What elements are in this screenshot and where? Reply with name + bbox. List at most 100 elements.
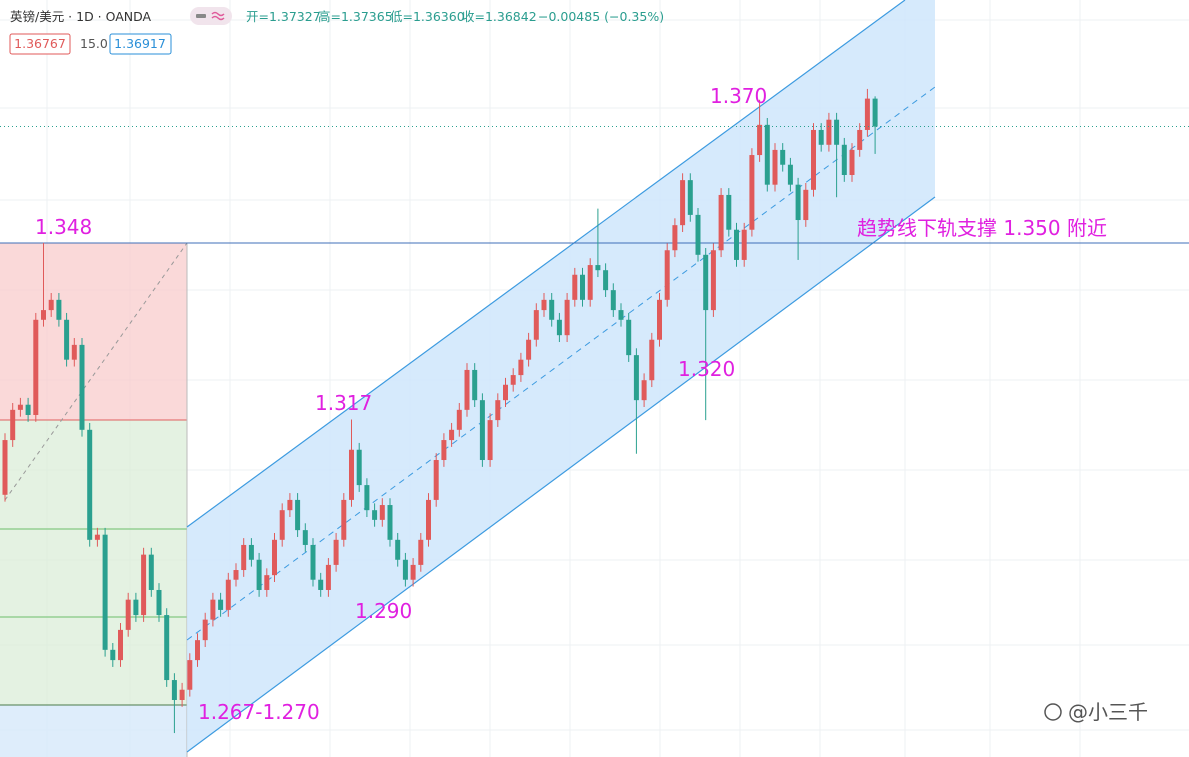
candle-body (595, 265, 601, 271)
candle-body (341, 499, 347, 540)
candle-body (2, 440, 8, 495)
candle-body (387, 505, 393, 540)
ohlc-high: 高=1.37365 (318, 9, 393, 24)
candle-body (110, 649, 116, 661)
candle-body (849, 149, 855, 175)
candle-body (495, 400, 501, 421)
candle-body (202, 619, 208, 641)
candle-body (218, 599, 224, 610)
candle-body (248, 544, 254, 560)
channel-fill (187, 0, 935, 752)
candle-body (487, 420, 493, 461)
candle-body (125, 599, 131, 630)
candle-body (148, 554, 154, 590)
candle-body (41, 310, 46, 320)
icon (211, 11, 225, 21)
ohlc-close: 收=1.36842 (462, 9, 537, 24)
candle-body (587, 265, 593, 300)
candle-body (479, 400, 485, 461)
candle-body (741, 229, 747, 260)
candle-body (672, 225, 678, 251)
candle-body (64, 319, 70, 360)
candle-body (610, 290, 616, 311)
candle-body (264, 575, 270, 590)
annotation: 1.290 (355, 599, 412, 623)
candle-body (795, 184, 801, 221)
candle-body (564, 299, 570, 336)
candle-body (580, 274, 585, 300)
candle-body (834, 119, 840, 145)
candle-body (210, 599, 216, 620)
candle-body (372, 510, 378, 520)
candle-body (764, 124, 770, 185)
candle-body (811, 129, 816, 190)
candle-body (857, 129, 863, 150)
candle-body (17, 404, 23, 410)
toggle-button[interactable] (190, 7, 232, 25)
watermark-icon (1044, 703, 1062, 721)
candle-body (780, 149, 786, 165)
candle-body (826, 119, 832, 145)
candle-body (749, 155, 755, 230)
symbol-title: 英镑/美元 · 1D · OANDA (10, 9, 152, 24)
candle-body (657, 299, 662, 340)
annotation: 1.348 (35, 215, 92, 239)
channel-upper (186, 0, 906, 528)
candle-body (256, 559, 262, 590)
candle-body (772, 149, 778, 185)
ohlc-change: −0.00485 (−0.35%) (538, 9, 664, 24)
candle-body (33, 319, 39, 415)
price-box-label: 1.36767 (14, 36, 66, 51)
annotation: 趋势线下轨支撑 1.350 附近 (857, 216, 1107, 240)
annotations: 1.348 1.317 1.290 1.320 1.370 1.267-1.27… (35, 84, 1107, 724)
annotation: 1.370 (710, 84, 767, 108)
candle-body (25, 404, 31, 415)
candle-body (441, 440, 447, 461)
zone-green (0, 420, 187, 705)
candle-body (710, 250, 716, 311)
candle-body (726, 194, 732, 230)
candle-body (141, 554, 147, 616)
candle-body (179, 689, 185, 700)
zone-blue (0, 705, 187, 757)
candle-body (71, 344, 77, 360)
candle-body (410, 564, 416, 580)
candle-body (633, 355, 639, 401)
candle-body (456, 409, 462, 430)
candle-body (803, 189, 809, 221)
candle-body (94, 534, 100, 540)
candle-body (118, 629, 123, 661)
candle-body (164, 615, 170, 681)
candles (2, 88, 878, 734)
candle-body (734, 229, 739, 260)
candle-body (302, 530, 308, 545)
candle-body (79, 344, 85, 430)
candle-body (572, 274, 578, 300)
candle-body (272, 539, 277, 576)
candle-body (872, 98, 878, 127)
candle-body (549, 299, 555, 320)
candle-body (864, 98, 870, 130)
candle-body (233, 570, 239, 580)
candle-body (449, 429, 455, 441)
ohlc-low: 低=1.36360 (390, 9, 465, 24)
candle-body (703, 254, 709, 311)
candle-body (533, 310, 539, 340)
candle-body (664, 250, 670, 300)
annotation: 1.267-1.270 (198, 700, 320, 724)
candle-body (626, 319, 632, 356)
candle-body (56, 299, 62, 320)
candle-body (310, 544, 316, 580)
candle-body (395, 539, 401, 560)
zone-red (0, 243, 187, 420)
candle-body (818, 129, 824, 145)
candle-body (102, 534, 108, 650)
candle-body (510, 375, 516, 385)
candle-body (787, 164, 793, 185)
annotation: 1.320 (678, 357, 735, 381)
channel-mid (186, 86, 936, 641)
candle-body (325, 564, 331, 590)
candle-body (48, 299, 54, 311)
price-box (109, 33, 172, 55)
